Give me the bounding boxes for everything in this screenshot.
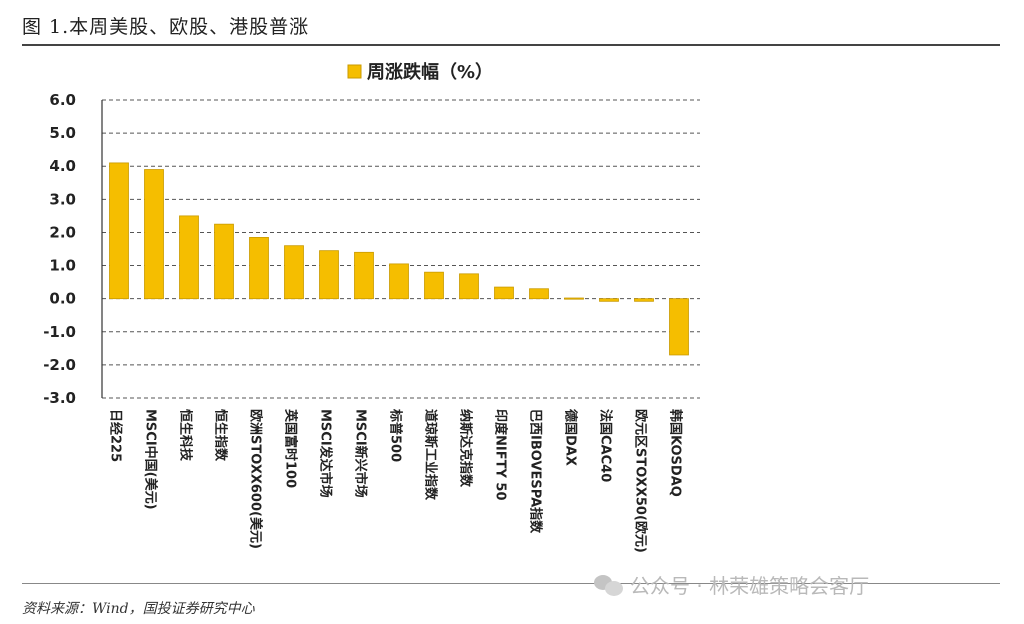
y-tick-label: 6.0	[49, 91, 76, 109]
y-tick-label: 2.0	[49, 223, 76, 241]
x-tick-label: 法国CAC40	[598, 409, 614, 482]
bar	[144, 169, 164, 300]
y-axis: 6.0 5.0 4.0 3.0 2.0 1.0 0.0 -1.0 -2.0 -3.0	[43, 91, 103, 407]
figure-title: 图 1.本周美股、欧股、港股普涨	[22, 16, 310, 38]
legend-label: 周涨跌幅（%）	[367, 61, 493, 83]
y-tick-label: 4.0	[49, 157, 76, 175]
legend-swatch	[347, 64, 362, 79]
bar	[529, 288, 549, 300]
bar	[669, 298, 689, 356]
x-tick-label: 印度NIFTY 50	[493, 409, 509, 501]
y-tick-label: -2.0	[43, 356, 76, 374]
y-tick-label: -1.0	[43, 323, 76, 341]
bars	[109, 162, 689, 356]
footer-rule	[22, 583, 1000, 584]
watermark: 公众号 · 林荣雄策略会客厅	[594, 570, 869, 599]
bar	[179, 215, 199, 300]
y-tick-label: 1.0	[49, 257, 76, 275]
bar	[459, 273, 479, 300]
bar	[284, 245, 304, 300]
bar-chart: 周涨跌幅（%） 6.0 5.0 4.0 3.0 2.0 1.0 0.0 -1.0 -2.0 -3.…	[43, 61, 700, 553]
watermark-text: 公众号 · 林荣雄策略会客厅	[630, 574, 870, 598]
bar	[634, 298, 654, 302]
bar	[249, 237, 269, 300]
x-tick-label: 德国DAX	[563, 409, 579, 466]
title-rule	[22, 44, 1000, 46]
x-tick-label: MSCI新兴市场	[353, 409, 369, 498]
x-tick-label: 英国富时100	[283, 408, 299, 488]
x-tick-label: 韩国KOSDAQ	[668, 409, 684, 497]
bar	[214, 223, 234, 300]
y-tick-label: 3.0	[49, 190, 76, 208]
x-tick-label: 标普500	[388, 408, 404, 462]
x-tick-label: 欧洲STOXX600(美元)	[248, 409, 264, 549]
x-tick-label: 恒生指数	[213, 409, 229, 462]
wechat-icon	[594, 573, 624, 597]
x-tick-label: 道琼斯工业指数	[423, 409, 439, 501]
x-tick-label: 巴西IBOVESPA指数	[528, 409, 544, 534]
y-tick-label: 5.0	[49, 124, 76, 142]
x-tick-label: 日经225	[108, 409, 124, 462]
x-axis-labels: 日经225 MSCI中国(美元) 恒生科技 恒生指数 欧洲STOXX600(美元) 英国富…	[108, 408, 684, 553]
bar	[564, 297, 584, 300]
bar	[424, 271, 444, 300]
bar	[389, 263, 409, 300]
source-note: 资料来源：Wind，国投证券研究中心	[22, 601, 255, 617]
bar	[319, 250, 339, 300]
bar	[599, 298, 619, 302]
chart-legend: 周涨跌幅（%）	[347, 61, 493, 83]
bar	[354, 251, 374, 300]
x-tick-label: MSCI发达市场	[318, 409, 334, 498]
bar	[494, 286, 514, 300]
x-tick-label: 欧元区STOXX50(欧元)	[633, 409, 649, 553]
x-tick-label: 纳斯达克指数	[458, 409, 474, 488]
y-tick-label: -3.0	[43, 389, 76, 407]
x-tick-label: 恒生科技	[178, 409, 194, 462]
y-tick-label: 0.0	[49, 290, 76, 308]
x-tick-label: MSCI中国(美元)	[143, 409, 159, 510]
bar	[109, 162, 129, 300]
